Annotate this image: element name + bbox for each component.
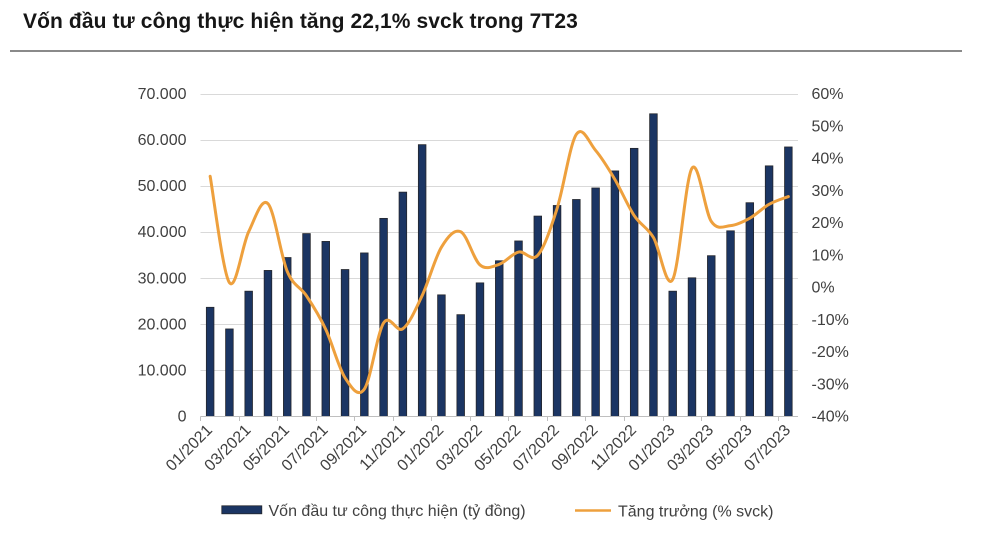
svg-text:60%: 60%	[812, 86, 844, 103]
svg-text:-30%: -30%	[812, 376, 849, 393]
svg-text:Vốn đầu tư công thực hiện (tỷ: Vốn đầu tư công thực hiện (tỷ đồng)	[269, 503, 526, 520]
svg-text:0: 0	[178, 409, 187, 426]
svg-text:40%: 40%	[812, 151, 844, 168]
svg-text:70.000: 70.000	[138, 86, 187, 103]
svg-text:0%: 0%	[812, 280, 835, 297]
svg-text:10.000: 10.000	[138, 362, 187, 379]
svg-text:20.000: 20.000	[138, 316, 187, 333]
svg-text:30%: 30%	[812, 183, 844, 200]
svg-text:10%: 10%	[812, 247, 844, 264]
svg-text:50%: 50%	[812, 118, 844, 135]
svg-text:-40%: -40%	[812, 409, 849, 426]
svg-text:60.000: 60.000	[138, 132, 187, 149]
svg-text:-20%: -20%	[812, 344, 849, 361]
svg-text:Tăng trưởng (% svck): Tăng trưởng (% svck)	[618, 504, 773, 521]
svg-text:50.000: 50.000	[138, 178, 187, 195]
svg-text:40.000: 40.000	[138, 224, 187, 241]
svg-text:20%: 20%	[812, 215, 844, 232]
svg-text:30.000: 30.000	[138, 270, 187, 287]
svg-text:-10%: -10%	[812, 312, 849, 329]
